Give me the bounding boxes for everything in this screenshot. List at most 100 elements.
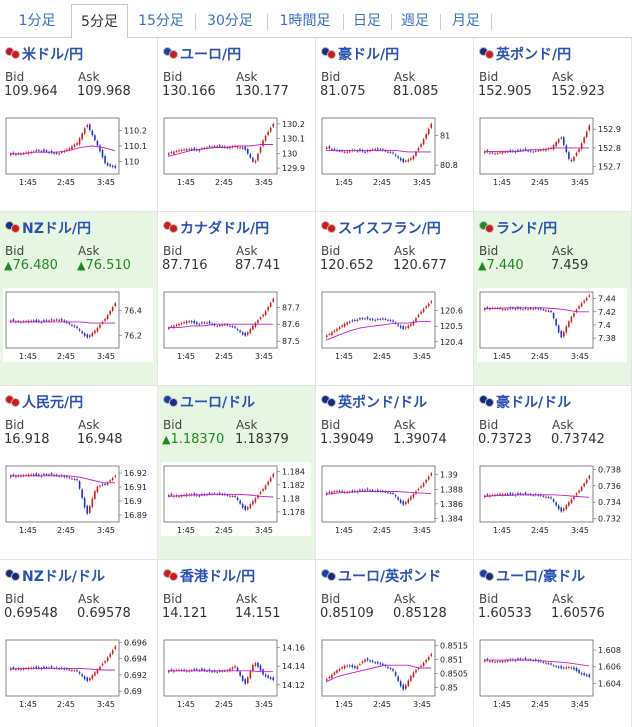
candle-body	[10, 153, 12, 156]
candlestick-chart[interactable]: 152.9 152.8 152.7 1:45 2:45 3:45	[477, 114, 627, 188]
candle-body	[32, 320, 35, 322]
candle-body	[545, 310, 547, 312]
timeframe-tabs: 1分足 5分足 15分足 30分足 1時間足 日足 週足 月足	[0, 0, 632, 39]
tab-1hour[interactable]: 1時間足	[279, 13, 331, 29]
candle-body	[560, 666, 563, 669]
candle-body	[185, 321, 188, 324]
candle-body	[111, 650, 114, 654]
candle-body	[262, 489, 264, 492]
currency-pair-link[interactable]: ユーロ/豪ドル	[496, 569, 586, 585]
candlestick-chart[interactable]: 0.8515 0.851 0.8505 0.85 1:45 2:45 3:45	[319, 636, 469, 710]
candlestick-chart[interactable]: 130.2 130.1 130 129.9 1:45 2:45 3:45	[161, 114, 311, 188]
candlestick-chart[interactable]: 76.4 76.2 1:45 2:45 3:45	[3, 288, 153, 362]
candlestick-chart[interactable]: 87.7 87.6 87.5 1:45 2:45 3:45	[161, 288, 311, 362]
ask-price: 1.60576	[551, 606, 605, 621]
currency-pair-link[interactable]: 英ポンド/円	[496, 47, 572, 63]
candlestick-chart[interactable]: 0.696 0.694 0.692 0.69 1:45 2:45 3:45	[3, 636, 153, 710]
currency-pair-link[interactable]: NZドル/円	[22, 221, 91, 237]
x-tick-label: 1:45	[19, 700, 37, 709]
quote-flag-icon	[169, 224, 178, 233]
tab-30min[interactable]: 30分足	[207, 13, 253, 29]
candle-body	[583, 483, 585, 487]
y-tick-label: 1.606	[598, 663, 621, 672]
currency-pair-link[interactable]: ランド/円	[496, 221, 558, 237]
candle-body	[585, 297, 588, 301]
tab-weekly[interactable]: 週足	[401, 13, 429, 29]
bid-value: ▲1.18370	[162, 432, 224, 447]
candle-body	[578, 306, 580, 309]
candle-body	[425, 134, 427, 139]
candle-body	[399, 681, 402, 687]
candle-body	[216, 146, 219, 148]
tab-15min[interactable]: 15分足	[138, 13, 184, 29]
currency-pair-link[interactable]: ユーロ/英ポンド	[338, 569, 442, 585]
candle-body	[333, 672, 336, 675]
candle-body	[550, 311, 552, 313]
candlestick-chart[interactable]: 0.738 0.736 0.734 0.732 1:45 2:45 3:45	[477, 462, 627, 536]
candle-body	[504, 151, 506, 153]
bid-value: 152.905	[478, 84, 532, 99]
candle-body	[106, 482, 109, 485]
candle-body	[252, 664, 254, 672]
candlestick-chart[interactable]: 110.2 110.1 110 1:45 2:45 3:45	[3, 114, 153, 188]
x-tick-label: 3:45	[571, 178, 589, 187]
candle-body	[109, 164, 111, 167]
currency-pair-link[interactable]: 米ドル/円	[22, 47, 84, 63]
candle-body	[78, 138, 81, 145]
candlestick-chart[interactable]: 1.184 1.182 1.18 1.178 1:45 2:45 3:45	[161, 462, 311, 536]
candlestick-chart[interactable]: 16.92 16.91 16.9 16.89 1:45 2:45 3:45	[3, 462, 153, 536]
currency-pair-link[interactable]: ユーロ/ドル	[180, 395, 256, 411]
candle-body	[545, 496, 547, 498]
candle-body	[15, 668, 17, 670]
candle-body	[366, 658, 369, 661]
candle-body	[356, 666, 359, 669]
candle-body	[249, 671, 252, 679]
currency-pair-link[interactable]: 英ポンド/ドル	[338, 395, 428, 411]
country-flags-icon	[479, 221, 495, 233]
candle-body	[269, 127, 272, 132]
quote-flag-icon	[485, 572, 494, 581]
currency-pair-link[interactable]: スイスフラン/円	[338, 221, 441, 237]
tab-5min[interactable]: 5分足	[71, 4, 128, 39]
candlestick-chart[interactable]: 14.16 14.14 14.12 1:45 2:45 3:45	[161, 636, 311, 710]
candle-body	[557, 139, 560, 143]
candlestick-chart[interactable]: 1.608 1.606 1.604 1:45 2:45 3:45	[477, 636, 627, 710]
candle-body	[326, 492, 328, 495]
candle-body	[402, 501, 405, 505]
tab-daily[interactable]: 日足	[353, 13, 381, 29]
candlestick-chart[interactable]: 120.6 120.5 120.4 1:45 2:45 3:45	[319, 288, 469, 362]
x-tick-label: 3:45	[255, 526, 273, 535]
currency-pair-link[interactable]: 人民元/円	[22, 395, 84, 411]
candle-body	[38, 474, 40, 476]
candle-body	[60, 319, 63, 321]
candle-body	[364, 318, 366, 320]
candle-body	[346, 665, 348, 667]
currency-pair-link[interactable]: ユーロ/円	[180, 47, 242, 63]
currency-pair-link[interactable]: 豪ドル/円	[338, 47, 400, 63]
candle-body	[203, 669, 206, 671]
candle-body	[27, 320, 30, 323]
candle-body	[101, 484, 104, 486]
candle-body	[389, 152, 392, 154]
candle-body	[575, 152, 578, 156]
tab-1min[interactable]: 1分足	[18, 13, 56, 29]
currency-pair-link[interactable]: カナダドル/円	[180, 221, 270, 237]
candle-body	[170, 493, 173, 496]
y-tick-label: 14.14	[282, 662, 305, 671]
candle-body	[53, 319, 55, 321]
chart-svg: 81 80.8 1:45 2:45 3:45	[321, 117, 458, 187]
candlestick-chart[interactable]: 1.39 1.388 1.386 1.384 1:45 2:45 3:45	[319, 462, 469, 536]
currency-pair-link[interactable]: 香港ドル/円	[180, 569, 256, 585]
y-tick-label: 0.732	[598, 515, 621, 524]
x-tick-label: 3:45	[571, 352, 589, 361]
currency-pair-link[interactable]: 豪ドル/ドル	[496, 395, 572, 411]
candlestick-chart[interactable]: 7.44 7.42 7.4 7.38 1:45 2:45 3:45	[477, 288, 627, 362]
x-tick-label: 1:45	[177, 178, 195, 187]
candle-body	[198, 149, 201, 152]
candle-body	[338, 150, 341, 152]
candlestick-chart[interactable]: 81 80.8 1:45 2:45 3:45	[319, 114, 469, 188]
bid-label: Bid	[163, 70, 183, 84]
tab-monthly[interactable]: 月足	[452, 13, 480, 29]
currency-pair-link[interactable]: NZドル/ドル	[22, 569, 105, 585]
candle-body	[259, 492, 262, 494]
